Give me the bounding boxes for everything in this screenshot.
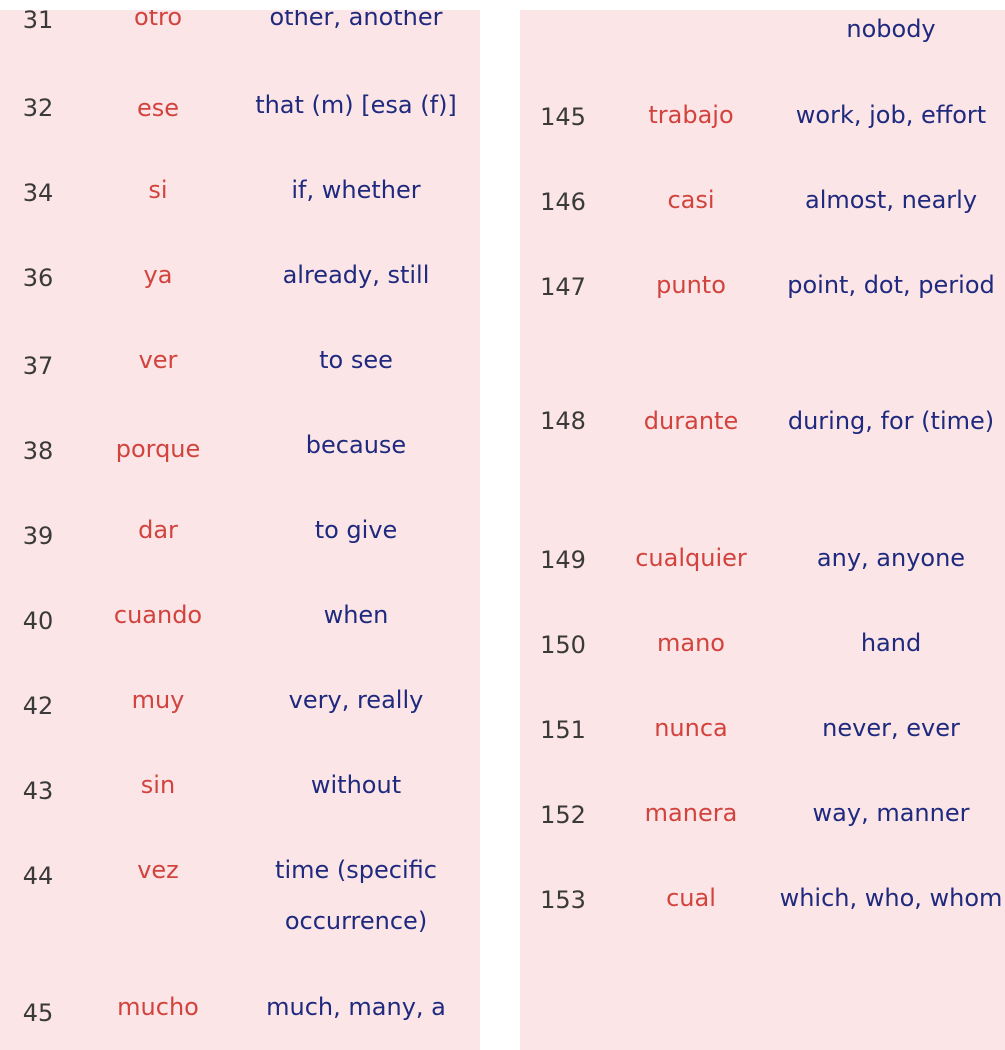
word-rank: 151: [540, 716, 586, 744]
english-translation: during, for (time): [787, 407, 995, 435]
english-translation: any, anyone: [816, 544, 966, 572]
word-rank: 44: [22, 862, 54, 890]
vocab-table-left: 31 otro other, another 32 ese that (m) […: [0, 10, 480, 1050]
spanish-word: durante: [643, 407, 739, 435]
english-translation: already, still: [282, 261, 430, 289]
spanish-word: ver: [138, 346, 178, 374]
spanish-word: otro: [133, 10, 183, 31]
english-translation: hand: [860, 629, 922, 657]
english-translation: because: [305, 431, 407, 459]
word-rank: 43: [22, 777, 54, 805]
spanish-word: cuando: [113, 601, 203, 629]
english-translation: to give: [314, 516, 398, 544]
spanish-word: cualquier: [635, 544, 747, 572]
english-translation: never, ever: [822, 714, 960, 742]
word-rank: 34: [22, 179, 54, 207]
word-rank: 40: [22, 607, 54, 635]
spanish-word: dar: [138, 516, 178, 544]
english-translation: much, many, a: [266, 993, 446, 1021]
word-rank: 152: [540, 801, 586, 829]
spanish-word: punto: [656, 271, 726, 299]
word-rank: 147: [540, 273, 586, 301]
english-translation: without: [310, 771, 402, 799]
english-translation: when: [323, 601, 389, 629]
english-translation: if, whether: [291, 176, 421, 204]
english-translation: almost, nearly: [804, 186, 978, 214]
word-rank: 31: [22, 10, 54, 34]
spanish-word: si: [148, 176, 168, 204]
word-rank: 150: [540, 631, 586, 659]
column-gap: [480, 0, 520, 1024]
spanish-word: cual: [666, 884, 716, 912]
spanish-word: muy: [131, 686, 185, 714]
english-translation: way, manner: [812, 799, 970, 827]
english-translation: time (specific occurrence): [275, 856, 437, 935]
spanish-word: manera: [644, 799, 738, 827]
vocab-table-right: nobody 145 trabajo work, job, effort 146…: [520, 10, 1005, 1050]
word-rank: 45: [22, 999, 54, 1027]
spanish-word: ese: [136, 94, 180, 122]
english-translation: that (m) [esa (f)]: [255, 91, 457, 119]
word-rank: 145: [540, 103, 586, 131]
word-rank: 42: [22, 692, 54, 720]
word-rank: 146: [540, 188, 586, 216]
spanish-word: sin: [140, 771, 176, 799]
english-translation: to see: [319, 346, 393, 374]
word-rank: 148: [540, 407, 586, 435]
english-translation: nobody: [846, 15, 936, 43]
spanish-word: porque: [115, 435, 201, 463]
english-translation: other, another: [269, 10, 443, 31]
spanish-word: mano: [657, 629, 725, 657]
spanish-word: trabajo: [648, 101, 734, 129]
spanish-word: casi: [667, 186, 715, 214]
word-rank: 149: [540, 546, 586, 574]
english-translation: point, dot, period: [787, 271, 995, 299]
english-translation: which, who, whom: [779, 884, 1003, 912]
spanish-word: ya: [143, 261, 173, 289]
word-rank: 153: [540, 886, 586, 914]
spanish-word: nunca: [654, 714, 728, 742]
word-rank: 37: [22, 352, 54, 380]
word-rank: 32: [22, 94, 54, 122]
word-rank: 39: [22, 522, 54, 550]
spanish-word: vez: [137, 856, 179, 884]
english-translation: very, really: [288, 686, 424, 714]
english-translation: work, job, effort: [795, 101, 987, 129]
word-rank: 38: [22, 437, 54, 465]
word-rank: 36: [22, 264, 54, 292]
spanish-word: mucho: [117, 993, 199, 1021]
